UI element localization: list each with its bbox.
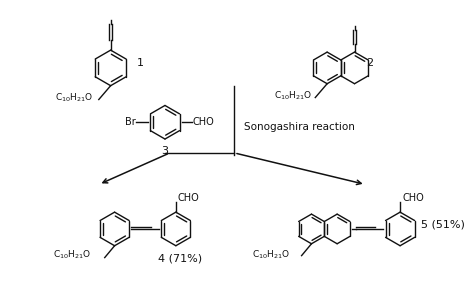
Text: C$_{10}$H$_{21}$O: C$_{10}$H$_{21}$O (274, 89, 312, 102)
Text: 1: 1 (137, 58, 143, 68)
Text: 2: 2 (366, 58, 374, 68)
Text: C$_{10}$H$_{21}$O: C$_{10}$H$_{21}$O (54, 249, 91, 261)
Text: C$_{10}$H$_{21}$O: C$_{10}$H$_{21}$O (252, 249, 291, 261)
Text: CHO: CHO (402, 193, 424, 203)
Text: C$_{10}$H$_{21}$O: C$_{10}$H$_{21}$O (55, 91, 93, 104)
Text: Sonogashira reaction: Sonogashira reaction (244, 122, 355, 132)
Text: Br: Br (125, 117, 136, 127)
Text: 5 (51%): 5 (51%) (421, 219, 465, 229)
Text: CHO: CHO (192, 117, 214, 127)
Text: CHO: CHO (178, 193, 200, 203)
Text: 3: 3 (162, 146, 168, 156)
Text: 4 (71%): 4 (71%) (158, 254, 202, 264)
